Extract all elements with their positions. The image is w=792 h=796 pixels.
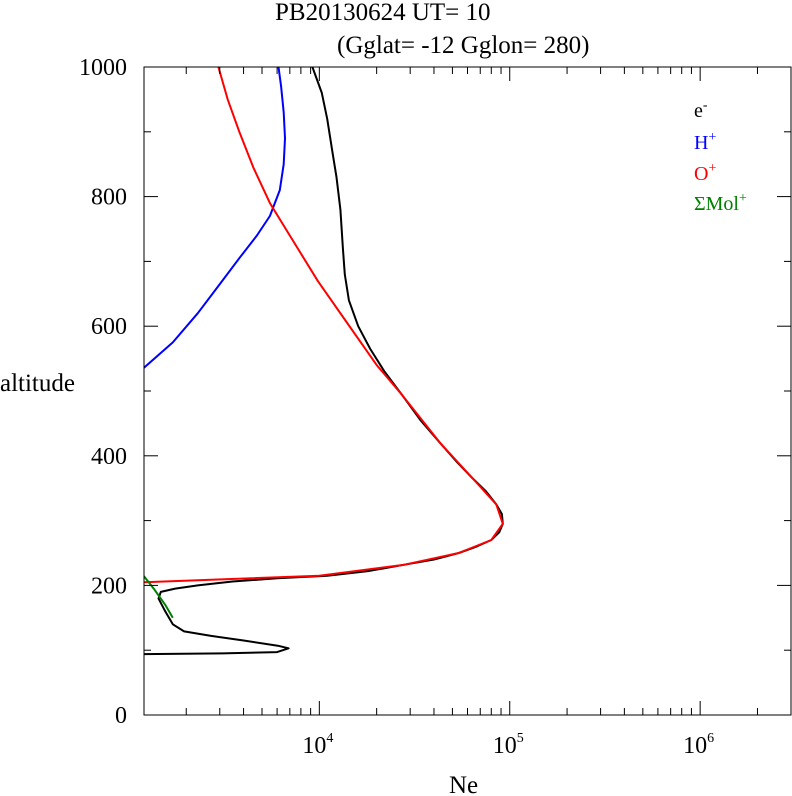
series-line-2 — [144, 67, 504, 584]
chart-title: PB20130624 UT= 10 — [275, 0, 491, 26]
x-tick-label: 105 — [493, 731, 524, 759]
y-tick-label: 600 — [91, 314, 127, 340]
series-line-1 — [144, 67, 286, 369]
y-axis-ticks: 0 200 400 600 800 1000 — [79, 55, 791, 729]
chart-subtitle: (Gglat= -12 Gglon= 280) — [337, 32, 589, 59]
y-tick-label: 200 — [91, 573, 127, 599]
legend-entry: ΣMol+ — [694, 191, 747, 215]
x-tick-label: 104 — [302, 731, 333, 759]
legend-entry: H+ — [694, 130, 716, 154]
y-tick-label: 800 — [91, 185, 127, 211]
y-tick-label: 400 — [91, 444, 127, 470]
y-tick-label: 1000 — [79, 55, 127, 81]
x-tick-label: 106 — [683, 731, 714, 759]
x-axis-label: Ne — [449, 772, 478, 796]
plot-area — [144, 67, 504, 656]
x-axis-ticks: 104 105 106 — [185, 67, 792, 759]
y-axis-label: altitude — [0, 370, 75, 397]
series-line-0 — [144, 67, 504, 656]
plot-frame — [143, 66, 792, 716]
legend: e- H+ O+ ΣMol+ — [694, 98, 747, 215]
legend-entry: e- — [694, 98, 708, 122]
series-line-3 — [144, 575, 174, 619]
y-tick-label: 0 — [115, 703, 127, 729]
legend-entry: O+ — [694, 161, 716, 185]
